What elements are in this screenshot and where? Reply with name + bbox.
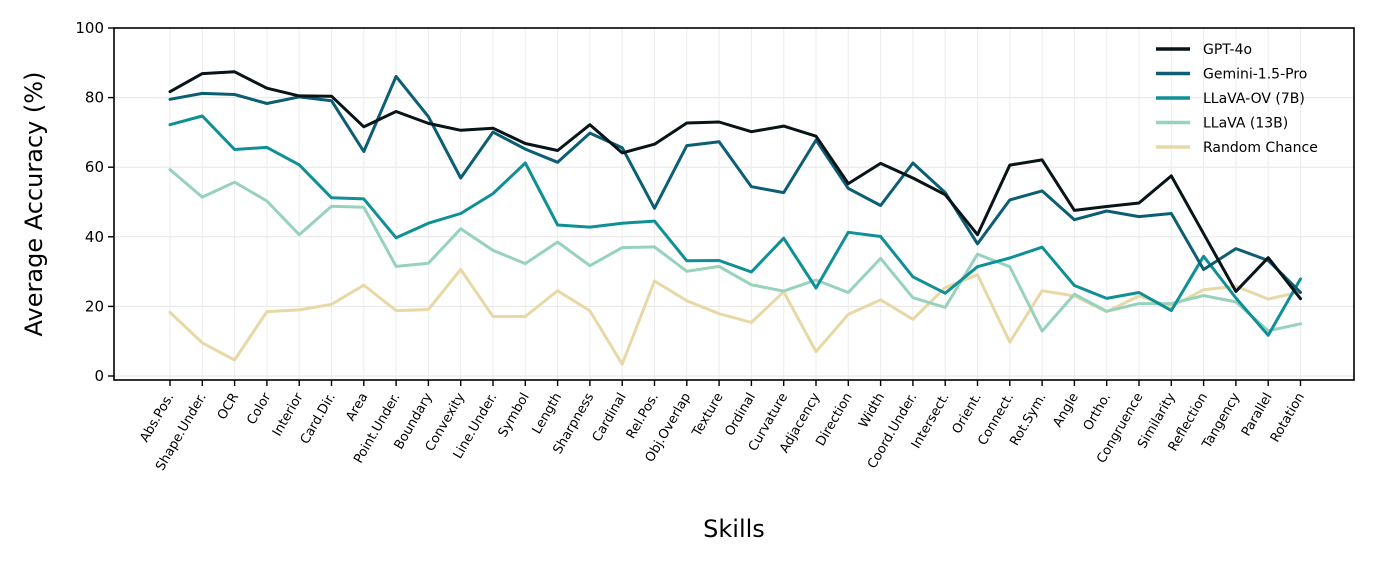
plot-frame: [113, 27, 1355, 381]
x-axis: Abs.Pos.Shape.Under. OCR ColorInteriorCard…: [137, 380, 1308, 473]
y-tick-label: 40: [85, 228, 104, 246]
x-tick-label: Ortho.: [1081, 391, 1114, 434]
series-line: [168, 168, 1302, 333]
x-tick-label: Symbol: [496, 391, 533, 440]
y-tick-label: 100: [75, 19, 104, 37]
x-tick-label: OCR: [215, 391, 242, 423]
legend-label: GPT-4o: [1203, 42, 1252, 58]
legend-label: Gemini-1.5-Pro: [1203, 67, 1307, 83]
legend-label: LLaVA-OV (7B): [1203, 91, 1305, 107]
series-line: [168, 268, 1302, 366]
series-line: [168, 70, 1302, 301]
x-tick-label: Length: [530, 391, 565, 437]
legend-label: Random Chance: [1203, 140, 1318, 156]
grid: [114, 27, 1354, 380]
series-line: [168, 114, 1302, 337]
x-tick-label: Angle: [1050, 391, 1081, 431]
legend-label: LLaVA (13B): [1203, 116, 1288, 132]
legend: GPT-4o Gemini-1.5-Pro LLaVA-OV (7B) LLaVA (…: [1156, 42, 1318, 156]
x-tick-label: Width: [856, 391, 888, 431]
y-tick-label: 60: [85, 158, 104, 176]
series-lines: [168, 70, 1302, 366]
y-tick-label: 80: [85, 89, 104, 107]
x-tick-label: Orient.: [950, 391, 985, 437]
x-axis-title: Skills: [703, 515, 765, 543]
x-tick-label: Color: [244, 390, 274, 427]
x-tick-label: Area: [343, 391, 371, 424]
series-line: [168, 74, 1302, 294]
y-axis: 0 20 40 60 80 100: [75, 19, 114, 385]
y-axis-title: Average Accuracy (%): [20, 72, 48, 337]
y-tick-label: 20: [85, 297, 104, 315]
y-tick-label: 0: [94, 367, 104, 385]
x-tick-label: Texture: [689, 391, 726, 441]
